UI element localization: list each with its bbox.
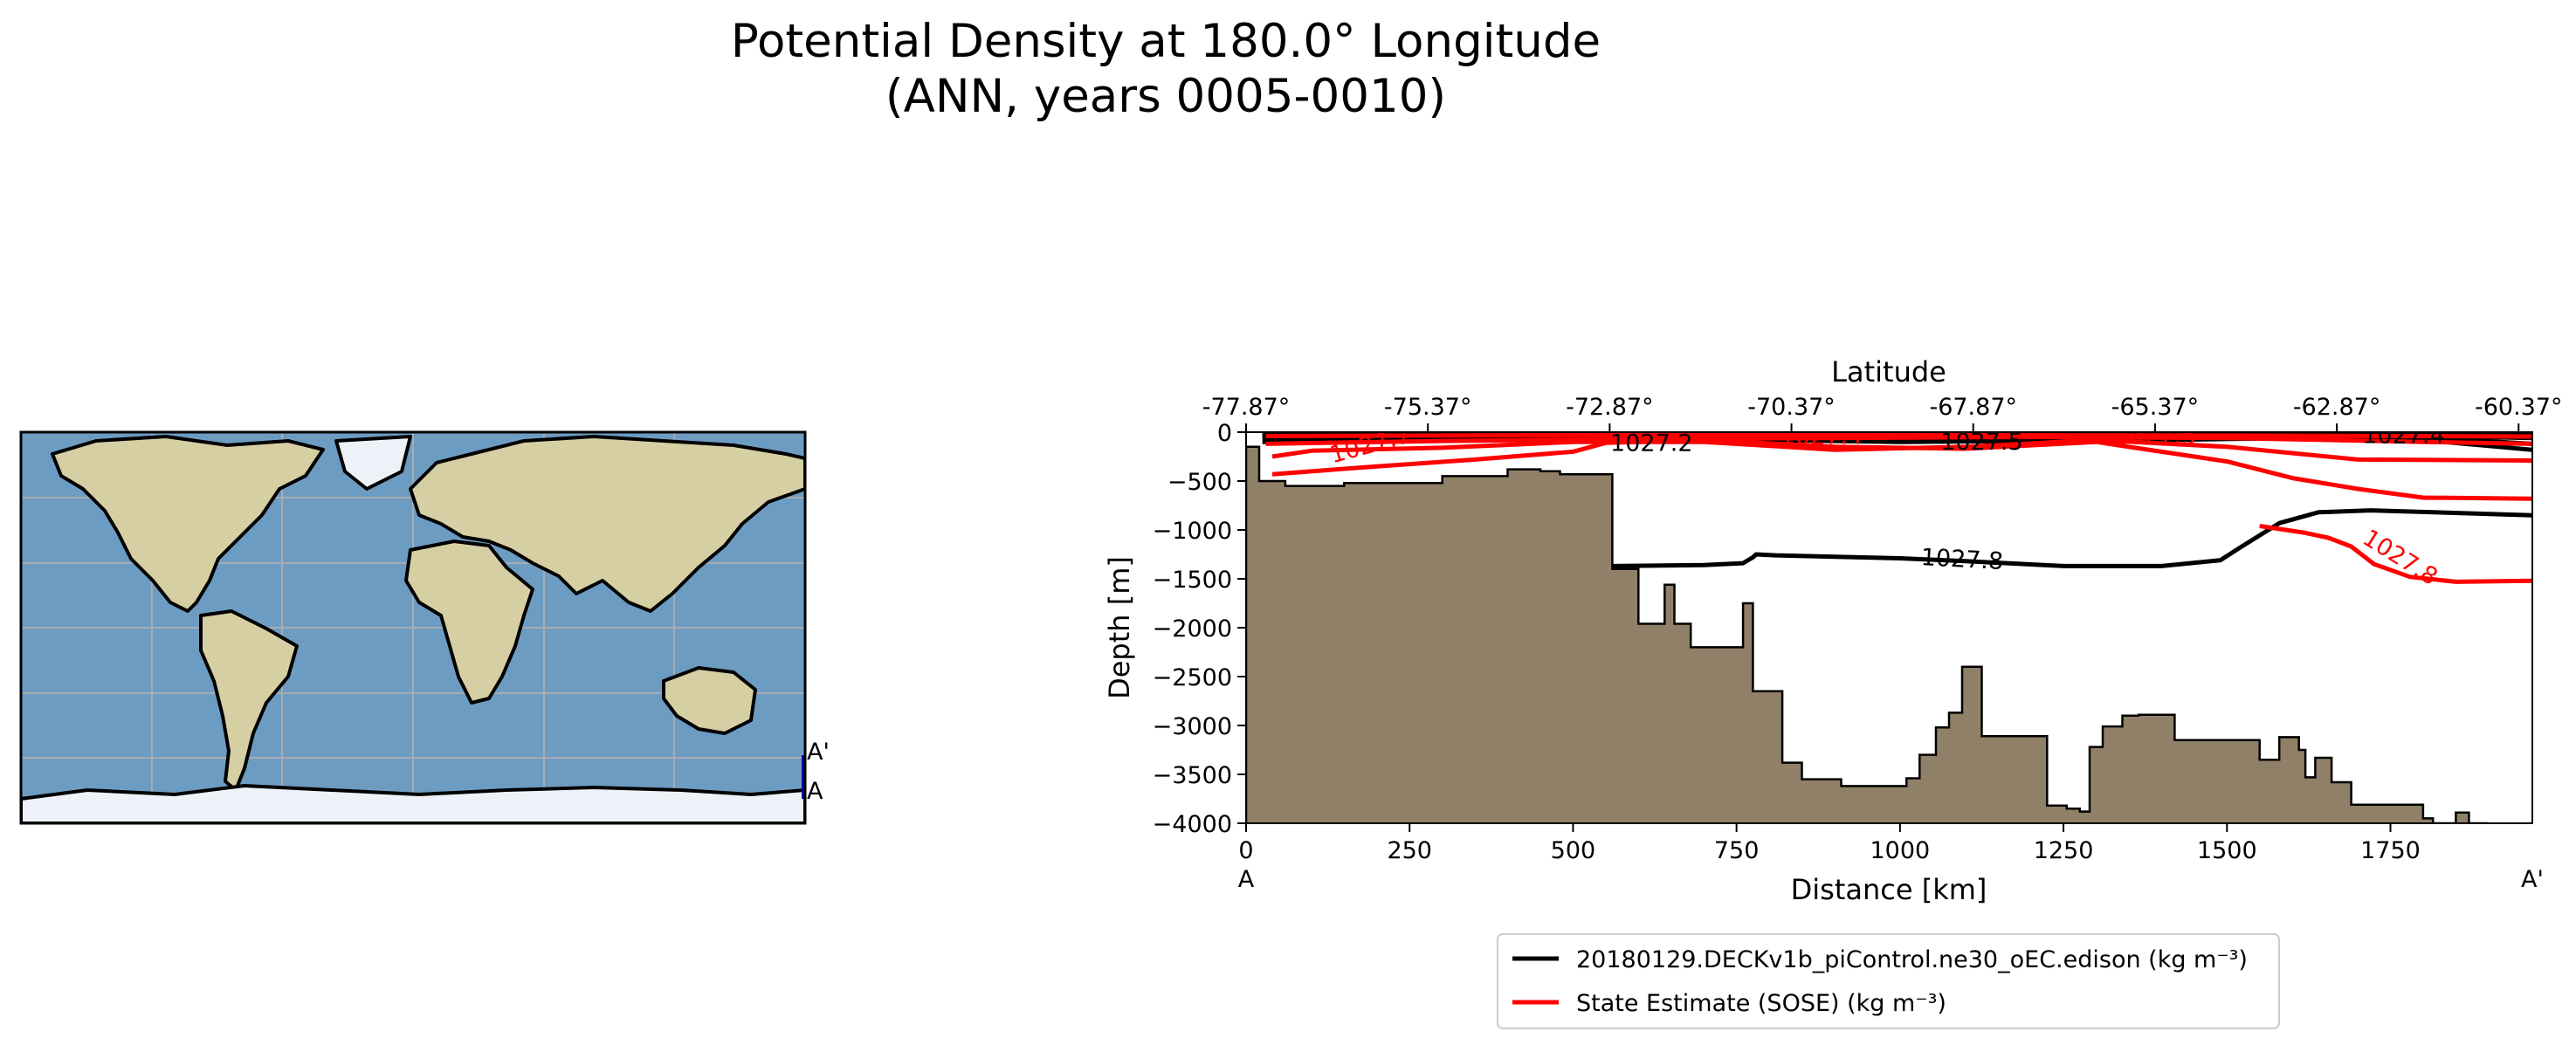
x-tick-label: 500 bbox=[1551, 837, 1596, 864]
legend-label-obs: State Estimate (SOSE) (kg m⁻³) bbox=[1576, 990, 1946, 1017]
contour-obs-1027_8 bbox=[2259, 524, 2532, 584]
eurasia-land bbox=[409, 435, 805, 613]
bathymetry-fill bbox=[1246, 445, 2489, 823]
contour-label-obs-2: 1027.4 bbox=[1780, 423, 1863, 450]
top-tick-label: -60.37° bbox=[2475, 394, 2563, 421]
top-tick-label: -62.87° bbox=[2293, 394, 2381, 421]
contour-label-model-2: 1027.2 bbox=[1610, 430, 1692, 457]
y-tick-label: −2500 bbox=[1153, 664, 1232, 691]
contour-label-model-3: 1027.4 bbox=[2362, 422, 2444, 449]
top-tick-label: -70.37° bbox=[1747, 394, 1836, 421]
contour-label-model-1: 1027.5 bbox=[1940, 429, 2022, 456]
greenland-land bbox=[334, 435, 412, 491]
contour-obs-1027_5 bbox=[1265, 435, 2532, 446]
contour-label-model-0: 1027.8 bbox=[1920, 544, 2004, 575]
top-tick-label: -72.87° bbox=[1566, 394, 1654, 421]
map-endpoint-start-label: A bbox=[807, 778, 823, 805]
figure-title-line-1: Potential Density at 180.0° Longitude bbox=[731, 15, 1601, 68]
start-point-label: A bbox=[1238, 866, 1255, 893]
end-point-label: A' bbox=[2521, 866, 2544, 893]
x-tick-label: 0 bbox=[1238, 837, 1253, 864]
x-tick-label: 750 bbox=[1714, 837, 1760, 864]
x-tick-label: 1250 bbox=[2034, 837, 2094, 864]
top-tick-label: -77.87° bbox=[1202, 394, 1291, 421]
y-tick-label: 0 bbox=[1217, 420, 1232, 447]
x-axis-label: Distance [km] bbox=[1791, 873, 1987, 906]
contour-obs-1027_6 bbox=[1271, 437, 2532, 463]
north-america-land bbox=[51, 435, 325, 613]
legend-label-model: 20180129.DECKv1b_piControl.ne30_oEC.edis… bbox=[1576, 946, 2248, 973]
top-tick-label: -65.37° bbox=[2111, 394, 2200, 421]
contour-model-1027_8 bbox=[1612, 508, 2532, 568]
y-tick-label: −3500 bbox=[1153, 762, 1232, 789]
y-tick-label: −500 bbox=[1167, 469, 1232, 496]
contour-label-obs-3: 1027.5 bbox=[2114, 423, 2196, 450]
contour-obs-1027_4 bbox=[1265, 432, 2532, 439]
location-map: A' A bbox=[19, 430, 830, 825]
antarctica-land bbox=[21, 784, 805, 823]
y-tick-label: −3000 bbox=[1153, 713, 1232, 740]
map-landmasses bbox=[21, 435, 805, 823]
x-tick-label: 1750 bbox=[2360, 837, 2421, 864]
y-axis-label: Depth [m] bbox=[1103, 556, 1136, 699]
y-tick-label: −2000 bbox=[1153, 615, 1232, 643]
south-america-land bbox=[199, 609, 299, 792]
figure-title-line-2: (ANN, years 0005-0010) bbox=[885, 70, 1446, 123]
legend-frame bbox=[1497, 933, 2280, 1029]
map-endpoint-end-label: A' bbox=[807, 739, 830, 766]
top-axis-label: Latitude bbox=[1831, 355, 1946, 388]
y-tick-label: −1500 bbox=[1153, 567, 1232, 594]
y-tick-label: −1000 bbox=[1153, 518, 1232, 545]
y-tick-label: −4000 bbox=[1153, 811, 1232, 838]
africa-land bbox=[404, 540, 534, 705]
top-tick-label: -67.87° bbox=[1929, 394, 2017, 421]
australia-land bbox=[662, 666, 757, 735]
x-tick-label: 1500 bbox=[2197, 837, 2257, 864]
top-tick-label: -75.37° bbox=[1384, 394, 1472, 421]
map-frame bbox=[19, 430, 807, 825]
x-tick-label: 250 bbox=[1387, 837, 1432, 864]
legend: 20180129.DECKv1b_piControl.ne30_oEC.edis… bbox=[1497, 933, 2280, 1029]
x-tick-label: 1000 bbox=[1870, 837, 1930, 864]
